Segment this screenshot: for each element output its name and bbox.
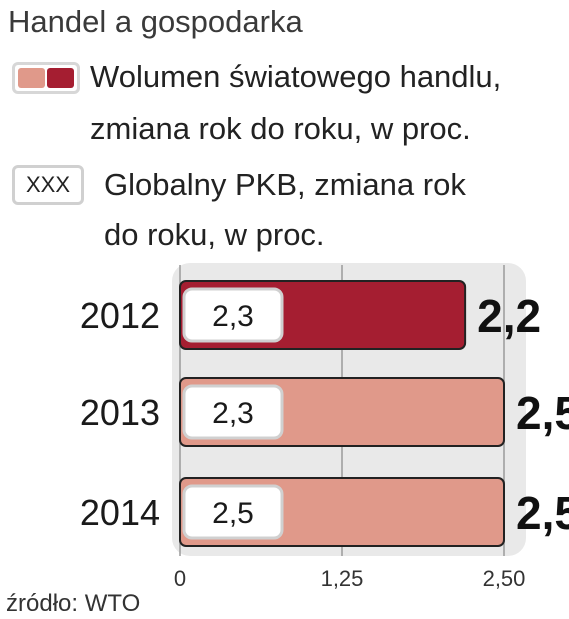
- legend-light-swatch: [18, 68, 45, 88]
- trade-value-label: 2,2: [477, 290, 541, 342]
- gdp-marker: [182, 484, 284, 540]
- category-label: 2014: [80, 492, 160, 533]
- legend-gdp-label-1: Globalny PKB, zmiana rok: [104, 167, 466, 202]
- gdp-value-label: 2,3: [212, 300, 254, 333]
- legend-gdp-label-2: do roku, w proc.: [104, 217, 325, 252]
- x-tick-label: 1,25: [321, 566, 364, 591]
- gdp-marker: [182, 287, 284, 343]
- source-note: źródło: WTO: [6, 590, 141, 617]
- gdp-value-label: 2,3: [212, 397, 254, 430]
- legend-trade-swatch: [12, 62, 80, 94]
- x-tick-label: 2,50: [483, 566, 526, 591]
- chart-title: Handel a gospodarka: [8, 4, 303, 39]
- legend-dark-swatch: [47, 68, 74, 88]
- x-tick-label: 0: [174, 566, 186, 591]
- gdp-marker: [182, 384, 284, 440]
- legend-gdp-swatch: XXX: [12, 165, 84, 205]
- category-label: 2013: [80, 392, 160, 433]
- legend-trade-label-1: Wolumen światowego handlu,: [90, 59, 502, 94]
- gdp-value-label: 2,5: [212, 497, 254, 530]
- legend-trade-label-2: zmiana rok do roku, w proc.: [90, 111, 471, 146]
- trade-value-label: 2,5: [516, 387, 569, 439]
- trade-value-label: 2,5: [516, 487, 569, 539]
- category-label: 2012: [80, 295, 160, 336]
